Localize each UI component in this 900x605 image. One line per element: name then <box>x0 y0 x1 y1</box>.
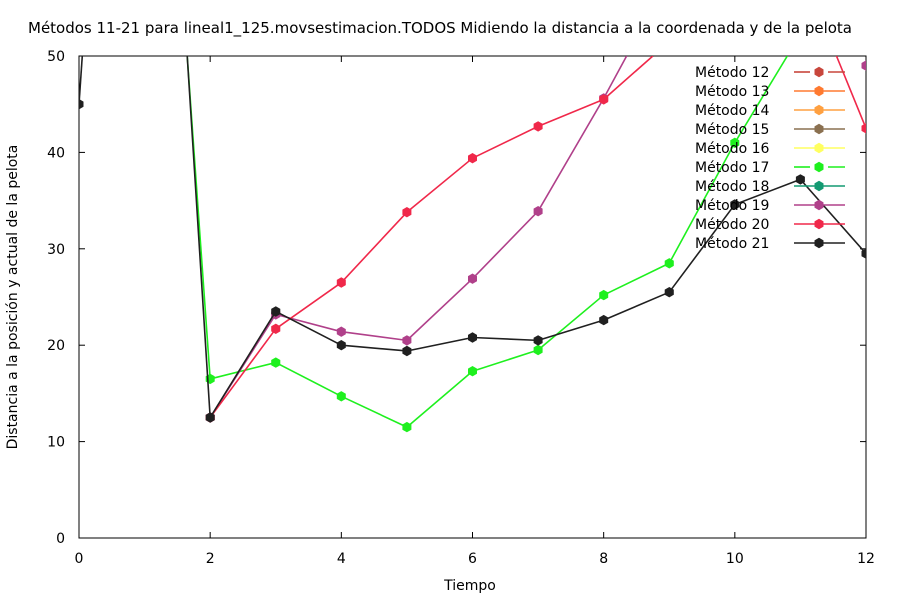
chart-title: Métodos 11-21 para lineal1_125.movsestim… <box>28 19 852 38</box>
x-tick-label: 0 <box>75 551 84 567</box>
data-point <box>402 207 412 218</box>
legend-marker <box>814 161 824 173</box>
data-point <box>533 206 543 217</box>
legend-marker <box>814 104 824 116</box>
y-tick-label: 30 <box>47 242 65 258</box>
data-point <box>533 121 543 132</box>
data-point <box>468 332 477 343</box>
data-point <box>205 412 215 423</box>
y-tick-label: 40 <box>47 145 65 161</box>
legend-item: Método 19 <box>695 198 845 214</box>
legend-item: Método 14 <box>695 103 845 119</box>
data-point <box>336 326 346 337</box>
data-point <box>599 289 609 301</box>
data-point <box>730 199 740 210</box>
legend-item: Método 16 <box>695 141 845 157</box>
data-point <box>861 60 866 71</box>
legend-marker <box>814 180 824 192</box>
legend-item: Método 18 <box>695 179 845 195</box>
legend-marker <box>814 123 824 135</box>
series-line <box>835 56 866 129</box>
series-line <box>79 56 84 105</box>
data-point <box>271 306 281 317</box>
data-point <box>402 345 412 357</box>
legend-label: Método 12 <box>695 65 769 81</box>
legend-marker <box>814 85 824 97</box>
data-point <box>336 340 346 351</box>
data-point <box>599 314 609 326</box>
y-tick-label: 50 <box>47 49 65 65</box>
data-point <box>861 123 866 134</box>
data-point <box>468 273 477 284</box>
data-point <box>79 99 84 110</box>
data-point <box>533 335 543 346</box>
series-método-17 <box>186 56 788 433</box>
data-point <box>861 248 866 259</box>
legend-marker <box>814 199 824 211</box>
legend-item: Método 15 <box>695 122 845 138</box>
legend-label: Método 14 <box>695 103 770 119</box>
series-método-19 <box>205 56 866 423</box>
legend-item: Método 17 <box>695 160 845 176</box>
data-point <box>795 174 805 185</box>
x-tick-label: 4 <box>337 551 346 567</box>
axes: 0 2 4 6 8 10 12 0 10 20 30 40 50 <box>47 49 875 567</box>
data-point <box>664 258 674 269</box>
data-point <box>533 344 543 356</box>
legend-label: Método 20 <box>695 217 769 233</box>
data-point <box>664 287 674 298</box>
legend-label: Método 21 <box>695 236 769 252</box>
series-line <box>209 56 654 418</box>
y-tick-label: 20 <box>47 338 65 354</box>
data-point <box>468 153 477 164</box>
data-point <box>271 323 281 334</box>
x-tick-label: 12 <box>857 551 875 567</box>
series-método-21 <box>79 56 866 423</box>
legend-marker <box>814 218 824 230</box>
legend-label: Método 17 <box>695 160 769 176</box>
series-método-20 <box>205 56 866 423</box>
legend-marker <box>814 237 824 249</box>
legend-label: Método 15 <box>695 122 769 138</box>
series-line <box>186 56 866 419</box>
x-tick-label: 2 <box>206 551 215 567</box>
data-point <box>730 137 740 148</box>
data-point <box>271 357 281 368</box>
legend-label: Método 16 <box>695 141 770 157</box>
legend-item: Método 20 <box>695 217 845 233</box>
legend-label: Método 18 <box>695 179 769 195</box>
legend-item: Método 12 <box>695 65 845 81</box>
x-tick-label: 10 <box>726 551 744 567</box>
x-tick-label: 6 <box>468 551 477 567</box>
x-tick-label: 8 <box>599 551 608 567</box>
legend-marker <box>814 66 824 78</box>
y-axis-label: Distancia a la posición y actual de la p… <box>5 145 21 450</box>
legend-label: Método 19 <box>695 198 769 214</box>
legend-item: Método 13 <box>695 84 845 100</box>
data-point <box>402 335 412 346</box>
legend-item: Método 21 <box>695 236 845 252</box>
y-tick-label: 0 <box>56 531 65 547</box>
x-axis-label: Tiempo <box>443 578 496 594</box>
data-point <box>336 391 346 402</box>
legend-marker <box>814 142 824 154</box>
data-point <box>402 421 412 433</box>
legend-label: Método 13 <box>695 84 769 100</box>
data-point <box>599 94 609 105</box>
series-layer <box>79 56 866 433</box>
data-point <box>336 277 346 288</box>
data-point <box>468 366 477 377</box>
legend: Método 12 Método 13 Método 14 Método 15 Méto… <box>695 65 845 252</box>
y-tick-label: 10 <box>47 435 65 451</box>
